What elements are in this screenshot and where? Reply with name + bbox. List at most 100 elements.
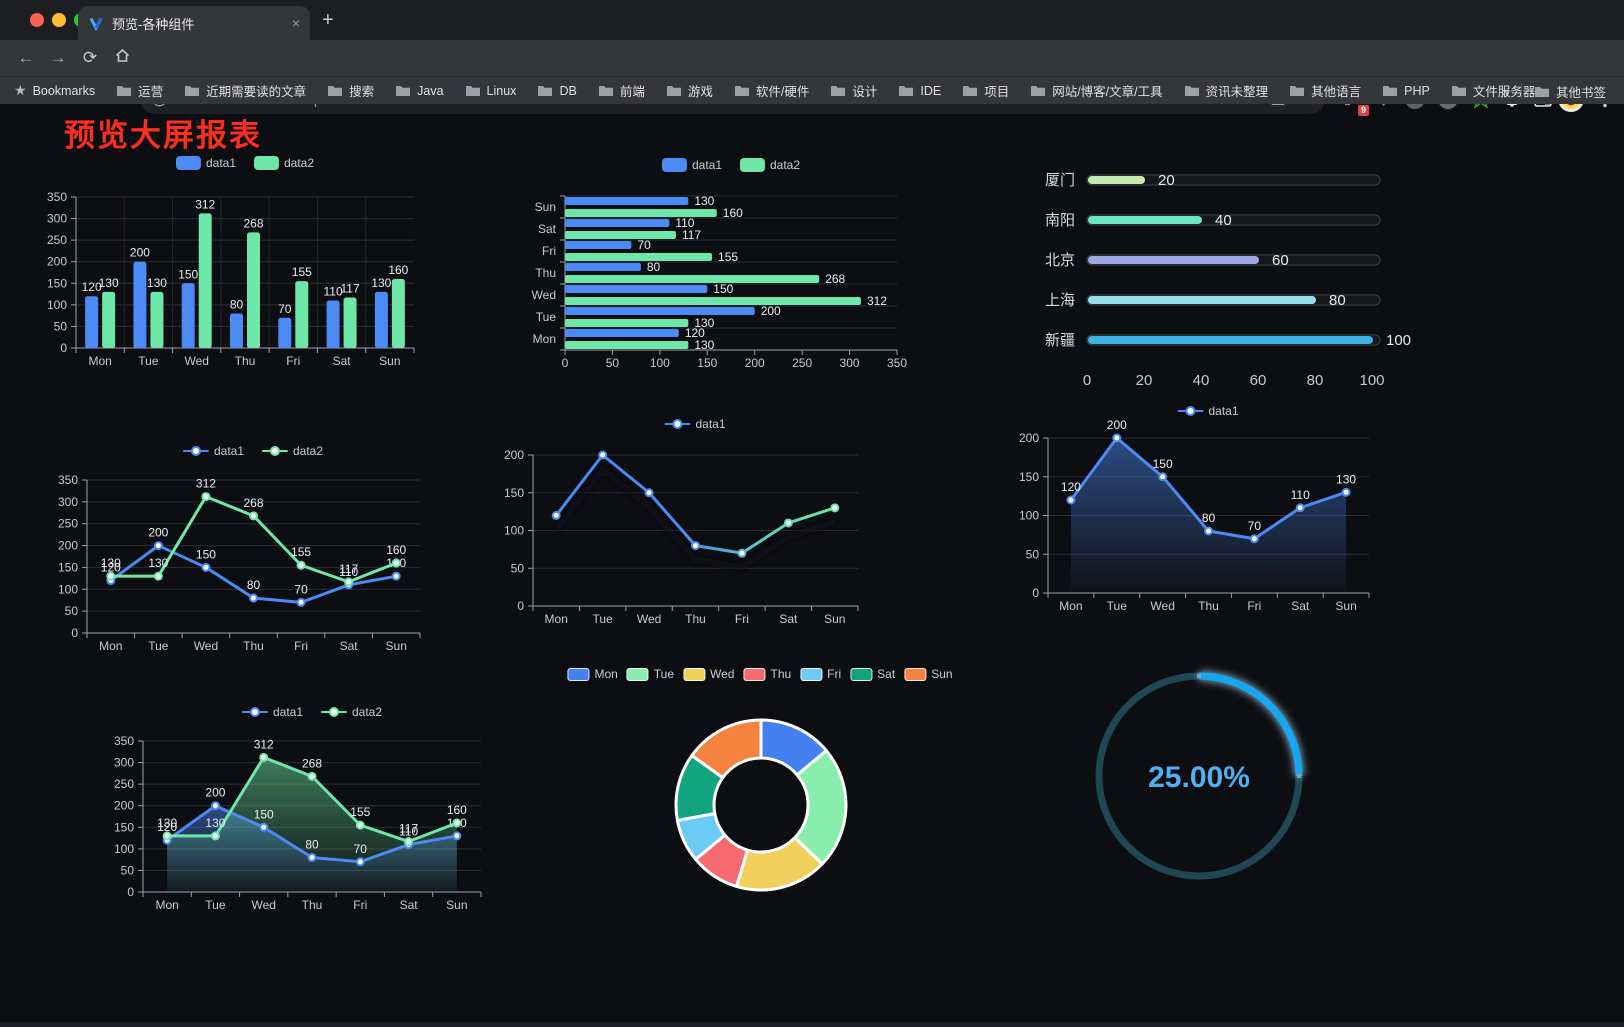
- hbar-data2-Tue[interactable]: [565, 319, 689, 327]
- bar-data1-Wed[interactable]: [181, 283, 195, 348]
- data-point-data1-Tue[interactable]: [210, 801, 220, 811]
- bar-data2-Sat[interactable]: [343, 297, 357, 348]
- chart-canvas[interactable]: [560, 660, 955, 915]
- data-point-data2-Sat[interactable]: [404, 837, 414, 847]
- legend-item-Thu[interactable]: Thu: [743, 667, 791, 681]
- bookmark-folder[interactable]: 近期需要读的文章: [184, 81, 306, 100]
- hbar-data1-Mon[interactable]: [565, 329, 679, 337]
- data-point-data1-Sun[interactable]: [830, 503, 840, 513]
- data-point-data1-Wed[interactable]: [1158, 472, 1168, 482]
- progress-fill-上海[interactable]: [1088, 296, 1316, 304]
- legend-item-Tue[interactable]: Tue: [626, 667, 674, 681]
- hbar-data1-Fri[interactable]: [565, 241, 632, 249]
- progress-fill-北京[interactable]: [1088, 256, 1259, 264]
- data-point-data2-Wed[interactable]: [201, 492, 211, 502]
- legend-item-Sat[interactable]: Sat: [850, 667, 895, 681]
- bookmark-folder[interactable]: 游戏: [666, 81, 713, 100]
- window-close-button[interactable]: [30, 13, 44, 27]
- data-point-data2-Mon[interactable]: [106, 571, 116, 581]
- data-point-data1-Tue[interactable]: [598, 450, 608, 460]
- data-point-data1-Sat[interactable]: [1295, 503, 1305, 513]
- chart-canvas[interactable]: 0 50 100 150 200 120 200 150 80 70 110 130 Mon Tue Wed…: [985, 385, 1385, 621]
- bar-data1-Mon[interactable]: [85, 296, 99, 348]
- bookmarks-overflow-icon[interactable]: »: [1501, 83, 1509, 99]
- legend-item-data1[interactable]: data1: [664, 417, 726, 431]
- data-point-data2-Tue[interactable]: [153, 571, 163, 581]
- data-point-data1-Sun[interactable]: [391, 571, 401, 581]
- progress-fill-新疆[interactable]: [1088, 336, 1373, 344]
- legend-item-Fri[interactable]: Fri: [800, 667, 841, 681]
- chart-line-gradient[interactable]: 0 50 100 150 200 Mon Tue Wed Thu Fri Sat Sun data1: [500, 400, 885, 635]
- data-point-data2-Fri[interactable]: [355, 820, 365, 830]
- hbar-data1-Wed[interactable]: [565, 285, 708, 293]
- data-point-data2-Thu[interactable]: [249, 511, 258, 521]
- gauge-progress[interactable]: [1198, 672, 1303, 777]
- bar-data2-Mon[interactable]: [102, 291, 116, 348]
- bar-data2-Tue[interactable]: [150, 291, 164, 348]
- data-point-data1-Mon[interactable]: [551, 510, 561, 520]
- reload-icon[interactable]: ⟳: [82, 48, 98, 67]
- browser-tab[interactable]: 预览-各种组件 ×: [78, 6, 310, 40]
- bar-data2-Sun[interactable]: [391, 278, 405, 348]
- data-point-data1-Sun[interactable]: [452, 831, 462, 841]
- pie-slice-Sun[interactable]: [690, 718, 763, 780]
- chart-canvas[interactable]: 0 50 100 150 200 250 300 350 120 200 150 80 70 110 130…: [105, 678, 525, 926]
- hbar-data1-Sat[interactable]: [565, 219, 670, 227]
- hbar-data2-Fri[interactable]: [565, 253, 713, 261]
- bar-data1-Sun[interactable]: [374, 291, 388, 348]
- window-minimize-button[interactable]: [52, 13, 66, 27]
- bookmark-folder[interactable]: DB: [537, 84, 577, 98]
- home-icon[interactable]: [110, 47, 134, 69]
- hbar-data2-Thu[interactable]: [565, 275, 820, 283]
- bookmark-folder[interactable]: 软件/硬件: [734, 81, 809, 100]
- back-icon[interactable]: ←: [17, 48, 35, 67]
- data-point-data1-Thu[interactable]: [1204, 526, 1213, 536]
- progress-fill-厦门[interactable]: [1088, 176, 1145, 184]
- data-point-data2-Fri[interactable]: [296, 560, 306, 570]
- data-point-data1-Fri[interactable]: [737, 548, 747, 558]
- chart-line-area[interactable]: 0 50 100 150 200 120 200 150 80 70 110 130 Mon Tue Wed…: [985, 385, 1385, 621]
- legend-item-Wed[interactable]: Wed: [683, 667, 734, 681]
- chart-donut[interactable]: Mon Tue Wed Thu Fri Sat Sun: [560, 660, 955, 915]
- data-point-data1-Sat[interactable]: [783, 518, 793, 528]
- data-point-data2-Mon[interactable]: [162, 831, 172, 841]
- chart-line-area-two[interactable]: 0 50 100 150 200 250 300 350 120 200 150 80 70 110 130…: [105, 678, 525, 926]
- data-point-data1-Fri[interactable]: [296, 597, 306, 607]
- hbar-data1-Thu[interactable]: [565, 263, 641, 271]
- hbar-data2-Sat[interactable]: [565, 231, 676, 239]
- data-point-data2-Wed[interactable]: [259, 752, 269, 762]
- legend-item-Sun[interactable]: Sun: [904, 667, 953, 681]
- bookmark-folder[interactable]: 文件服务器: [1451, 81, 1535, 100]
- bar-data2-Thu[interactable]: [247, 232, 260, 348]
- bookmark-folder[interactable]: 项目: [962, 81, 1009, 100]
- legend-item-data2[interactable]: data2: [321, 705, 382, 719]
- bookmark-folder[interactable]: Linux: [465, 84, 516, 98]
- bookmark-folder[interactable]: IDE: [898, 84, 941, 98]
- data-point-data1-Fri[interactable]: [1249, 534, 1259, 544]
- progress-fill-南阳[interactable]: [1088, 216, 1202, 224]
- legend-item-data1[interactable]: data1: [1177, 404, 1239, 418]
- bookmark-folder[interactable]: 运营: [116, 81, 163, 100]
- data-point-data1-Wed[interactable]: [201, 562, 211, 572]
- data-point-data2-Thu[interactable]: [307, 771, 317, 781]
- legend-item-data2[interactable]: data2: [254, 156, 314, 170]
- bookmarks-manager[interactable]: ★ Bookmarks: [14, 82, 95, 99]
- data-point-data2-Sun[interactable]: [452, 818, 462, 828]
- forward-icon[interactable]: →: [49, 48, 67, 67]
- chart-canvas[interactable]: 25.00%: [1078, 655, 1322, 899]
- bookmark-folder[interactable]: 其他语言: [1289, 81, 1361, 100]
- hbar-data2-Sun[interactable]: [565, 209, 717, 217]
- chart-canvas[interactable]: 0 50 100 150 200 250 300 350 120 200 150 80 70 110 130…: [40, 428, 460, 673]
- data-point-data1-Tue[interactable]: [153, 541, 163, 551]
- bar-data1-Tue[interactable]: [133, 261, 147, 348]
- bar-data1-Fri[interactable]: [278, 317, 292, 348]
- bookmark-folder[interactable]: 搜索: [327, 81, 374, 100]
- new-tab-button[interactable]: +: [322, 9, 334, 31]
- chart-canvas[interactable]: 0 50 100 150 200 250 300 350 120 200 150 80 70 110 130…: [40, 145, 460, 380]
- legend-item-data1[interactable]: data1: [241, 705, 303, 719]
- data-point-data1-Tue[interactable]: [1112, 433, 1122, 443]
- data-point-data1-Wed[interactable]: [644, 488, 654, 498]
- hbar-data1-Sun[interactable]: [565, 197, 689, 205]
- legend-item-Mon[interactable]: Mon: [567, 667, 618, 681]
